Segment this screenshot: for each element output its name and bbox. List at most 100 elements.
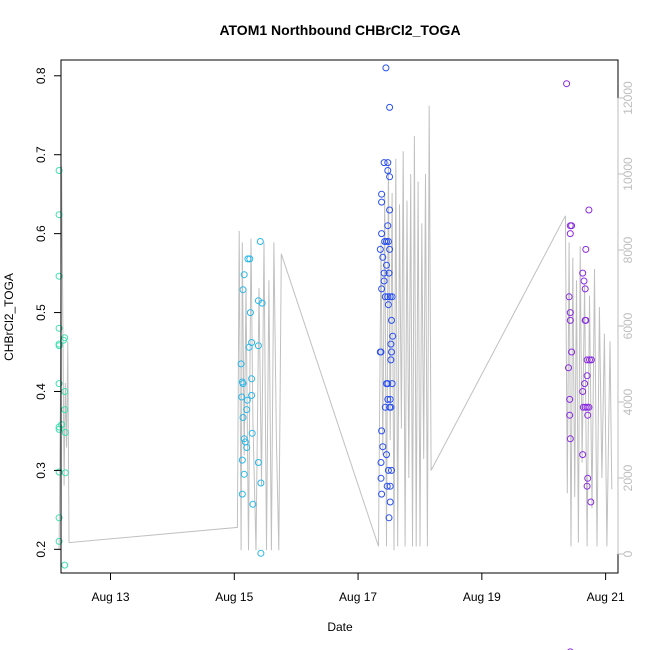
data-point-series-3: [378, 490, 386, 498]
y2-tick-label: 12000: [621, 81, 635, 115]
data-point-series-3: [387, 356, 395, 364]
data-point-series-3: [384, 159, 392, 167]
data-point-series-3: [389, 332, 397, 340]
data-point-series-2: [256, 238, 264, 245]
data-point-series-2: [237, 360, 245, 368]
data-point-series-3: [378, 198, 386, 206]
data-point-series-1: [55, 324, 63, 332]
data-point-series-3: [384, 466, 392, 474]
data-point-series-4: [582, 316, 590, 324]
y-tick-label: 0.4: [34, 383, 48, 400]
data-point-series-3: [384, 238, 392, 245]
y2-tick-label: 6000: [621, 312, 635, 339]
data-point-series-3: [384, 167, 392, 174]
data-point-series-4: [584, 411, 592, 419]
y2-tick-label: 8000: [621, 236, 635, 263]
y2-tick-label: 2000: [621, 464, 635, 491]
data-point-series-2: [239, 380, 247, 388]
data-point-series-3: [384, 301, 392, 309]
data-point-series-1: [61, 429, 69, 436]
y-axis-label: CHBrCl2_TOGA: [2, 273, 16, 361]
data-point-series-1: [55, 272, 63, 280]
data-point-series-3: [380, 159, 388, 167]
y2-tick-label: 0: [621, 550, 635, 557]
x-tick-label: Aug 21: [587, 590, 625, 604]
data-point-series-3: [377, 348, 385, 356]
data-point-series-3: [383, 261, 390, 269]
data-point-series-1: [61, 406, 69, 414]
data-point-series-4: [584, 474, 592, 482]
data-point-series-2: [240, 271, 248, 279]
data-point-series-3: [386, 103, 394, 111]
chart-title: ATOM1 Northbound CHBrCl2_TOGA: [219, 22, 460, 38]
data-point-series-2: [239, 286, 247, 294]
data-point-series-4: [565, 293, 573, 301]
x-tick-label: Aug 15: [215, 590, 253, 604]
data-point-series-1: [55, 342, 63, 350]
data-point-series-4: [583, 356, 591, 364]
data-point-series-4: [580, 277, 588, 285]
data-point-series-3: [377, 474, 385, 482]
y-tick-label: 0.3: [34, 462, 48, 479]
data-point-series-2: [246, 255, 254, 263]
data-point-series-3: [386, 482, 394, 490]
y-tick-label: 0.8: [34, 67, 48, 84]
data-point-series-4: [583, 372, 591, 380]
data-point-series-3: [385, 514, 393, 522]
data-point-series-2: [248, 375, 256, 383]
data-point-series-4: [585, 206, 593, 214]
data-point-series-3: [377, 459, 385, 466]
data-point-series-2: [254, 459, 262, 466]
data-point-series-1: [61, 388, 69, 395]
data-point-series-4: [568, 222, 576, 230]
data-point-series-3: [388, 293, 396, 301]
data-point-series-4: [587, 356, 595, 364]
data-point-series-2: [243, 396, 251, 404]
data-point-series-2: [249, 500, 257, 508]
data-point-series-3: [386, 206, 394, 214]
data-point-series-1: [55, 514, 63, 522]
data-point-series-3: [385, 269, 393, 277]
data-point-series-4: [587, 498, 595, 506]
x-tick-label: Aug 19: [463, 590, 501, 604]
data-point-series-4: [583, 482, 591, 490]
data-point-series-1: [55, 167, 63, 174]
data-point-series-3: [376, 245, 384, 253]
data-point-series-2: [240, 470, 248, 478]
data-point-series-2: [239, 414, 247, 421]
data-point-series-3: [387, 403, 395, 411]
data-point-series-2: [254, 342, 262, 350]
altitude-layer: [58, 105, 613, 551]
altitude-line: [58, 105, 613, 551]
data-point-series-1: [61, 334, 69, 342]
data-point-series-1: [58, 421, 66, 429]
y-axis: 0.2 0.3 0.4 0.5 0.6 0.7 0.8: [34, 67, 62, 558]
data-point-series-2: [257, 479, 265, 487]
y2-tick-label: 10000: [621, 157, 635, 191]
data-points-layer: [55, 64, 595, 650]
data-point-series-3: [383, 482, 391, 490]
data-point-series-2: [243, 444, 251, 451]
data-point-series-3: [382, 64, 390, 72]
data-point-series-4: [566, 230, 574, 238]
data-point-series-3: [386, 173, 394, 181]
data-point-series-3: [386, 245, 394, 253]
data-point-series-3: [378, 230, 386, 238]
data-point-series-4: [563, 80, 571, 88]
data-point-series-3: [388, 380, 396, 388]
data-point-series-1: [55, 211, 63, 219]
data-point-series-4: [566, 435, 574, 443]
data-point-series-4: [566, 395, 574, 403]
data-point-series-4: [566, 316, 574, 324]
data-point-series-3: [378, 190, 386, 198]
data-point-series-3: [378, 285, 386, 293]
plot-frame: [60, 59, 619, 574]
x-tick-label: Aug 17: [339, 590, 377, 604]
data-point-series-3: [380, 269, 388, 277]
data-point-series-4: [579, 269, 587, 277]
data-point-series-3: [386, 395, 394, 403]
data-point-series-4: [566, 411, 574, 419]
data-point-series-2: [248, 429, 256, 437]
data-point-series-3: [379, 253, 387, 261]
